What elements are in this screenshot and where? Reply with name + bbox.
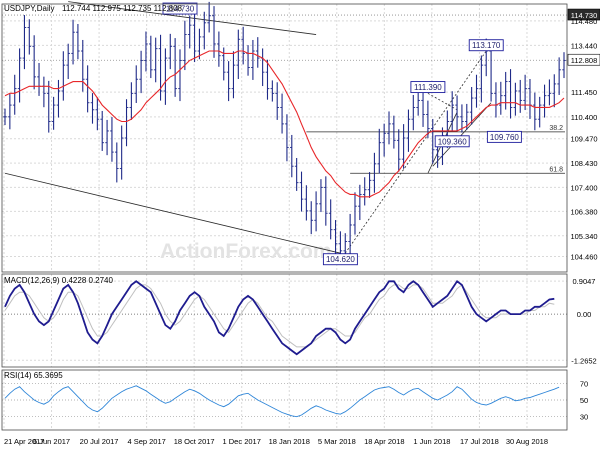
y-tick-label: 105.340 — [570, 232, 597, 241]
price-series — [3, 1, 566, 262]
x-tick-label: 5 Mar 2018 — [318, 437, 356, 446]
annotation-label: 113.170 — [472, 41, 501, 50]
annotation-label: 104.620 — [326, 255, 355, 264]
x-tick-label: 18 Jan 2018 — [269, 437, 310, 446]
annotation-label: 109.360 — [438, 137, 467, 146]
macd-panel — [2, 280, 567, 361]
y-tick-label: 108.430 — [570, 159, 597, 168]
rsi-line — [4, 385, 560, 418]
x-tick-label: 1 Dec 2017 — [223, 437, 261, 446]
panel-frame — [1, 3, 568, 273]
x-tick-label: 6 Jun 2017 — [33, 437, 70, 446]
macd-line — [4, 280, 555, 356]
panel-frame — [1, 273, 568, 368]
x-tick-label: 4 Sep 2017 — [127, 437, 165, 446]
y-tick-label: 106.380 — [570, 207, 597, 216]
trendline — [344, 50, 487, 254]
annotation-box — [468, 39, 504, 52]
ohlc-readout: 112.744 112.975 112.735 112.808 — [62, 4, 183, 13]
x-tick-label: 17 Jul 2018 — [460, 437, 499, 446]
y-tick-label: 107.400 — [570, 183, 597, 192]
x-tick-label: 1 Jun 2018 — [413, 437, 450, 446]
y-tick-label: 109.470 — [570, 135, 597, 144]
trendline — [68, 1, 317, 35]
y-tick-label: 104.460 — [570, 252, 597, 261]
annotation-label: 114.730 — [166, 5, 195, 14]
macd-title: MACD(12,26,9) 0.4228 0.2740 — [4, 276, 114, 285]
price-tag-box — [567, 8, 600, 21]
rsi-panel — [2, 382, 567, 418]
y-tick-label: 110.400 — [571, 113, 598, 122]
macd-y-tick-label: 0.9047 — [573, 277, 596, 286]
fib-level-label: 38.2 — [549, 125, 563, 132]
x-tick-label: 21 Apr 2017 — [4, 437, 44, 446]
panel-frames — [1, 3, 568, 431]
rsi-y-tick-label: 50 — [580, 396, 588, 405]
fib-level-label: 61.8 — [549, 166, 563, 173]
price-tag-box — [567, 53, 600, 66]
annotation-box — [434, 135, 470, 148]
annotation-label: 109.760 — [490, 133, 519, 142]
y-tick-label: 113.440 — [571, 41, 598, 50]
price-annotations: 114.730 113.170 111.390 109.360 109.760 104.6… — [162, 2, 522, 266]
x-tick-label: 18 Oct 2017 — [174, 437, 215, 446]
chart-title: USDJPY,Daily — [4, 4, 55, 13]
macd-y-tick-label: 0.00 — [577, 310, 592, 319]
y-tick-label: 114.480 — [571, 17, 598, 26]
x-tick-label: 18 Apr 2018 — [364, 437, 404, 446]
y-tick-label: 111.450 — [571, 88, 597, 97]
x-tick-label: 20 Jul 2017 — [80, 437, 119, 446]
macd-y-tick-label: -1.2652 — [571, 356, 596, 365]
trendline — [4, 172, 341, 254]
annotation-box — [322, 253, 358, 266]
rsi-y-tick-label: 30 — [580, 413, 588, 422]
moving-average-line — [4, 50, 565, 198]
y-tick-label: 112.808 — [571, 56, 598, 65]
rsi-title: RSI(14) 65.3695 — [4, 371, 63, 380]
trendline — [427, 92, 458, 111]
horizontal-levels: 38.2 61.8 — [2, 14, 567, 174]
annotation-label: 111.390 — [414, 83, 442, 92]
panel-frame — [1, 369, 568, 431]
y-tick-label: 114.730 — [571, 11, 598, 20]
x-tick-label: 30 Aug 2018 — [506, 437, 548, 446]
annotation-box — [162, 2, 198, 15]
annotation-box — [410, 81, 446, 94]
annotation-box — [486, 130, 522, 143]
rsi-y-tick-label: 70 — [580, 379, 588, 388]
watermark: ActionForex.com — [160, 240, 332, 263]
